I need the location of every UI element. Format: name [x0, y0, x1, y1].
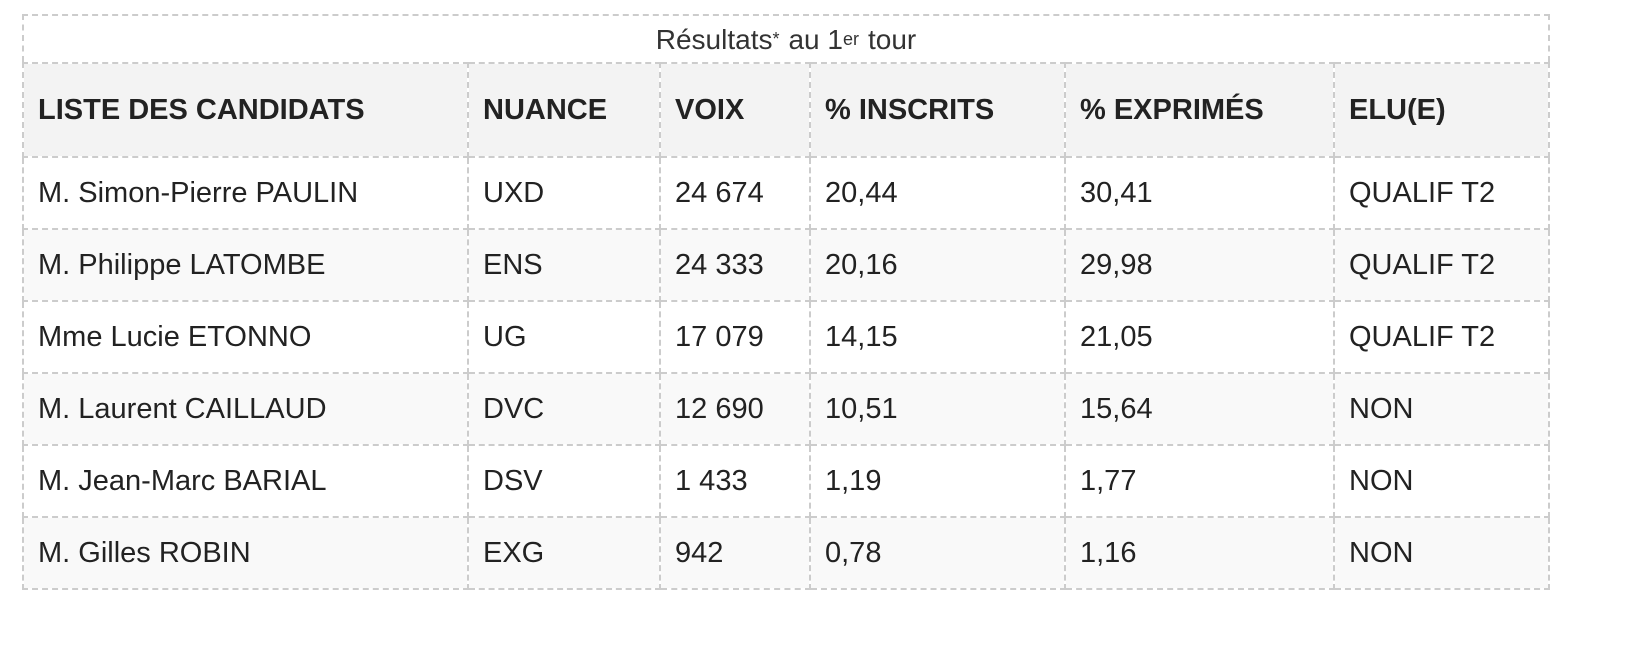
- table-cell: 1 433: [659, 444, 811, 518]
- table-caption: Résultats* au 1er tour: [22, 14, 1550, 62]
- column-header: % EXPRIMÉS: [1064, 62, 1335, 158]
- table-cell: 1,19: [809, 444, 1066, 518]
- table-cell: QUALIF T2: [1333, 228, 1550, 302]
- table-cell: NON: [1333, 444, 1550, 518]
- table-cell: 0,78: [809, 516, 1066, 590]
- table-cell: 20,16: [809, 228, 1066, 302]
- table-cell: NON: [1333, 372, 1550, 446]
- table-cell: UG: [467, 300, 661, 374]
- caption-sup: *: [772, 29, 780, 49]
- table-cell: M. Simon-Pierre PAULIN: [22, 156, 469, 230]
- table-cell: 1,16: [1064, 516, 1335, 590]
- table-cell: QUALIF T2: [1333, 156, 1550, 230]
- table-head: LISTE DES CANDIDATS NUANCE VOIX% INSCRITS%…: [22, 62, 1550, 158]
- table-row: M. Simon-Pierre PAULIN UXD 24 674 20,44 30,4…: [22, 156, 1550, 230]
- table-row: M. Gilles ROBIN EXG 942 0,78 1,16 NON: [22, 516, 1550, 590]
- caption-text: Résultats: [655, 24, 773, 55]
- table-row: Mme Lucie ETONNO UG 17 079 14,15 21,05 QUALIF…: [22, 300, 1550, 374]
- table-cell: DVC: [467, 372, 661, 446]
- table-row: M. Jean-Marc BARIAL DSV 1 433 1,19 1,77 NON: [22, 444, 1550, 518]
- table-cell: ENS: [467, 228, 661, 302]
- table-cell: 14,15: [809, 300, 1066, 374]
- table-cell: 12 690: [659, 372, 811, 446]
- table-cell: 10,51: [809, 372, 1066, 446]
- table-body: M. Simon-Pierre PAULIN UXD 24 674 20,44 30,4…: [22, 156, 1550, 590]
- table-cell: 24 333: [659, 228, 811, 302]
- table-cell: 20,44: [809, 156, 1066, 230]
- results-table-wrap: Résultats* au 1er tour LISTE DES CANDIDATS…: [22, 14, 1550, 590]
- table-row: M. Philippe LATOMBE ENS 24 333 20,16 29,98 QU…: [22, 228, 1550, 302]
- table-cell: 17 079: [659, 300, 811, 374]
- table-cell: 24 674: [659, 156, 811, 230]
- table-cell: EXG: [467, 516, 661, 590]
- caption-sup: er: [842, 29, 859, 49]
- table-cell: M. Laurent CAILLAUD: [22, 372, 469, 446]
- table-cell: 1,77: [1064, 444, 1335, 518]
- table-cell: M. Jean-Marc BARIAL: [22, 444, 469, 518]
- table-row: M. Laurent CAILLAUD DVC 12 690 10,51 15,64 NO…: [22, 372, 1550, 446]
- table-cell: 15,64: [1064, 372, 1335, 446]
- column-header: % INSCRITS: [809, 62, 1066, 158]
- table-cell: UXD: [467, 156, 661, 230]
- table-cell: 942: [659, 516, 811, 590]
- table-cell: 21,05: [1064, 300, 1335, 374]
- column-header: LISTE DES CANDIDATS: [22, 62, 469, 158]
- table-cell: QUALIF T2: [1333, 300, 1550, 374]
- column-header: VOIX: [659, 62, 811, 158]
- table-cell: DSV: [467, 444, 661, 518]
- header-row: LISTE DES CANDIDATS NUANCE VOIX% INSCRITS%…: [22, 62, 1550, 158]
- table-cell: 29,98: [1064, 228, 1335, 302]
- column-header: ELU(E): [1333, 62, 1550, 158]
- table-cell: 30,41: [1064, 156, 1335, 230]
- caption-text: au 1: [788, 24, 843, 55]
- table-cell: M. Gilles ROBIN: [22, 516, 469, 590]
- table-cell: Mme Lucie ETONNO: [22, 300, 469, 374]
- caption-text: tour: [868, 24, 917, 55]
- column-header: NUANCE: [467, 62, 661, 158]
- table-cell: NON: [1333, 516, 1550, 590]
- table-cell: M. Philippe LATOMBE: [22, 228, 469, 302]
- results-table: Résultats* au 1er tour LISTE DES CANDIDATS…: [22, 14, 1550, 590]
